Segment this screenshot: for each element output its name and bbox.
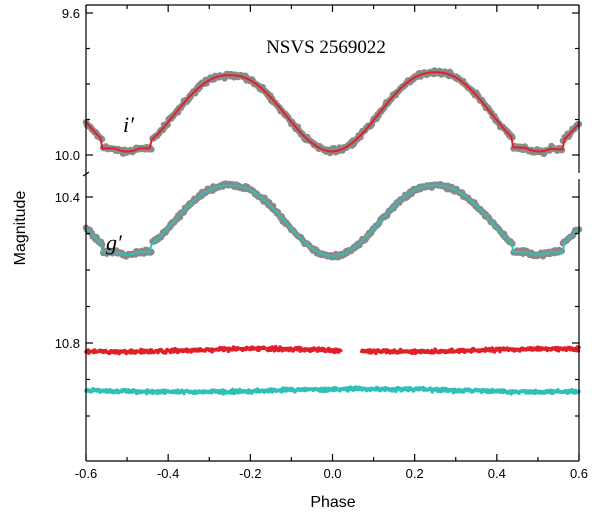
g-band-residual-point: [406, 388, 411, 393]
lower-panel: [82, 180, 583, 396]
y-tick-label: 9.6: [62, 6, 80, 21]
g-band-fit-curve: [85, 184, 580, 258]
x-tick-label: -0.2: [239, 466, 261, 481]
g-band-residual-point: [570, 387, 574, 392]
g-band-label: g′: [106, 230, 123, 255]
i-band-label: i′: [123, 112, 135, 137]
axes: -0.6 -0.4 -0.2 0.0 0.2 0.4 0.6 9.6 10.0 10.4 10.8: [55, 4, 588, 481]
x-axis-title: Phase: [310, 494, 355, 511]
i-band-residual-point: [338, 348, 343, 353]
axis-break-mark: [82, 171, 90, 177]
x-tick-label: -0.6: [75, 466, 97, 481]
y-axis-title: Magnitude: [12, 191, 29, 266]
y-tick-label: 10.4: [55, 190, 80, 205]
y-tick-label: 10.8: [55, 336, 80, 351]
x-tick-label: 0.0: [323, 466, 341, 481]
x-tick-label: 0.2: [406, 466, 424, 481]
x-tick-label: 0.6: [570, 466, 588, 481]
x-tick-label: 0.4: [488, 466, 506, 481]
upper-panel: [82, 67, 583, 157]
chart-title: NSVS 2569022: [266, 37, 386, 58]
i-band-fit-curve: [85, 71, 580, 153]
y-tick-label: 10.0: [55, 148, 80, 163]
x-tick-label: -0.4: [157, 466, 179, 481]
